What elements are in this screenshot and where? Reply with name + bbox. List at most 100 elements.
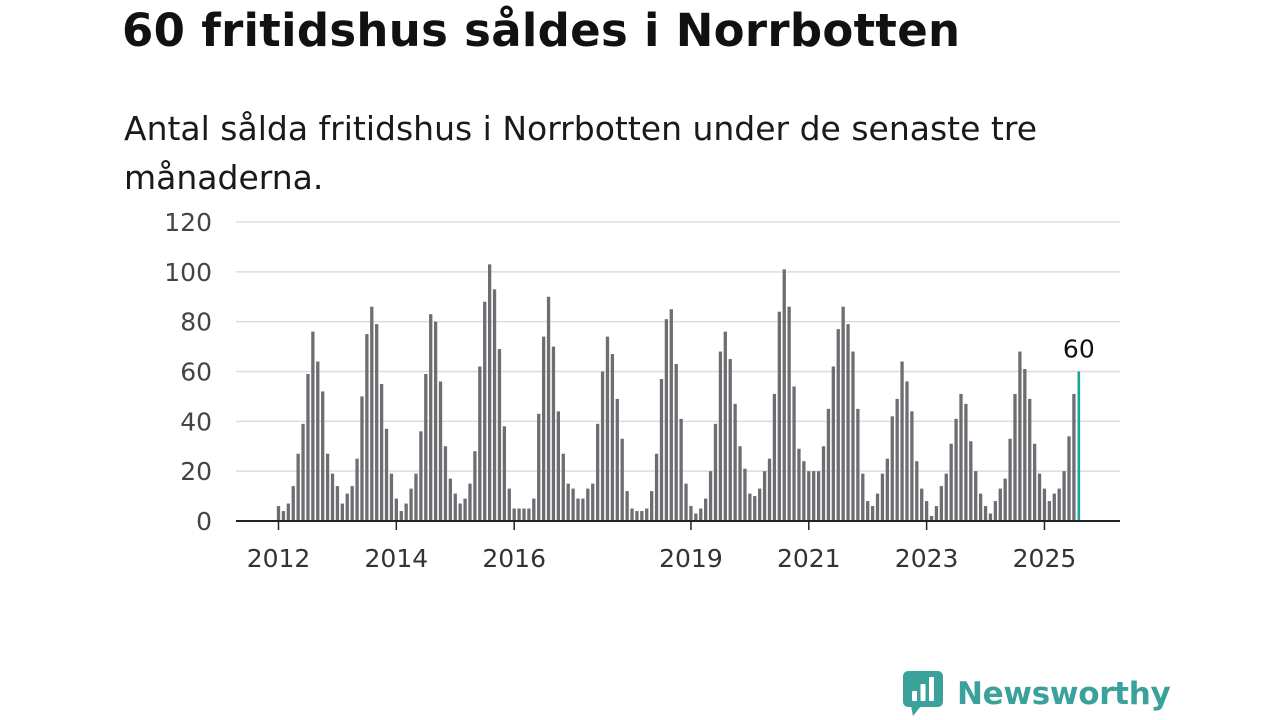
bar bbox=[866, 501, 870, 521]
bar bbox=[541, 336, 546, 521]
bar bbox=[1018, 351, 1022, 521]
y-tick-label: 60 bbox=[180, 358, 212, 387]
bar bbox=[281, 511, 286, 521]
x-tick-label: 2012 bbox=[247, 544, 311, 573]
bar bbox=[384, 428, 389, 521]
bar bbox=[640, 511, 644, 521]
bar bbox=[350, 486, 354, 521]
bar bbox=[296, 453, 300, 521]
bar bbox=[458, 503, 462, 521]
bar bbox=[831, 366, 835, 521]
y-tick-label: 0 bbox=[196, 507, 212, 536]
y-tick-label: 40 bbox=[180, 407, 212, 436]
bar bbox=[1032, 443, 1037, 521]
bar bbox=[438, 381, 443, 521]
newsworthy-logo-text: Newsworthy bbox=[957, 676, 1171, 712]
bar bbox=[409, 488, 413, 521]
bar bbox=[468, 483, 472, 521]
y-tick-label: 20 bbox=[180, 457, 212, 486]
bar bbox=[758, 488, 762, 521]
bar bbox=[654, 453, 659, 521]
bar bbox=[694, 513, 698, 521]
bar bbox=[875, 493, 880, 521]
data-label-latest: 60 bbox=[1063, 335, 1095, 364]
bar bbox=[375, 324, 379, 521]
bar bbox=[915, 461, 919, 521]
bar bbox=[861, 473, 865, 521]
bar bbox=[316, 361, 320, 521]
bar bbox=[890, 416, 894, 521]
bar bbox=[1072, 393, 1076, 521]
bar bbox=[311, 331, 315, 521]
bar bbox=[880, 473, 885, 521]
x-tick-label: 2016 bbox=[482, 544, 546, 573]
bar bbox=[463, 498, 467, 521]
bar bbox=[321, 391, 325, 521]
bar bbox=[988, 513, 993, 521]
bar bbox=[1052, 493, 1056, 521]
bar bbox=[473, 451, 477, 521]
bar bbox=[502, 426, 507, 521]
bar bbox=[537, 413, 541, 521]
bar bbox=[1003, 478, 1007, 521]
bar bbox=[483, 301, 487, 521]
bar bbox=[291, 486, 295, 521]
y-tick-label: 100 bbox=[164, 258, 212, 287]
bar bbox=[713, 423, 718, 521]
x-tick-label: 2019 bbox=[659, 544, 723, 573]
bar bbox=[934, 506, 939, 521]
bar bbox=[841, 306, 845, 521]
bar bbox=[797, 448, 801, 521]
bar bbox=[630, 508, 634, 521]
bar bbox=[522, 508, 526, 521]
bar bbox=[1062, 471, 1066, 521]
bar bbox=[708, 471, 713, 521]
bar bbox=[733, 403, 737, 521]
bar bbox=[782, 269, 786, 521]
bar bbox=[433, 321, 438, 521]
bar bbox=[360, 396, 364, 521]
bar bbox=[910, 411, 914, 521]
bar bbox=[944, 473, 948, 521]
bar bbox=[905, 381, 909, 521]
bar bbox=[610, 354, 615, 521]
bar bbox=[777, 311, 781, 521]
bar bbox=[399, 511, 403, 521]
bar bbox=[306, 373, 310, 521]
bar bbox=[974, 471, 978, 521]
bar bbox=[650, 491, 654, 521]
bar bbox=[335, 486, 340, 521]
bar bbox=[659, 378, 664, 521]
bar bbox=[669, 309, 673, 521]
bar bbox=[664, 319, 669, 521]
bar bbox=[1023, 369, 1027, 521]
bar bbox=[325, 453, 330, 521]
bar bbox=[596, 423, 600, 521]
bar bbox=[576, 498, 580, 521]
bar bbox=[571, 488, 575, 521]
bar bbox=[762, 471, 767, 521]
bar bbox=[959, 393, 963, 521]
x-tick-label: 2023 bbox=[895, 544, 959, 573]
bar bbox=[772, 393, 777, 521]
bar bbox=[429, 314, 433, 521]
bar bbox=[566, 483, 570, 521]
bar bbox=[379, 383, 384, 521]
bar bbox=[983, 506, 988, 521]
bar bbox=[679, 418, 683, 521]
y-tick-label: 80 bbox=[180, 308, 212, 337]
bar bbox=[954, 418, 958, 521]
bar bbox=[939, 486, 943, 521]
bar bbox=[345, 493, 349, 521]
bar bbox=[969, 441, 973, 521]
bar bbox=[645, 508, 649, 521]
bar bbox=[802, 461, 806, 521]
bar bbox=[389, 473, 394, 521]
bar bbox=[625, 491, 629, 521]
bar bbox=[998, 488, 1002, 521]
bar bbox=[527, 508, 531, 521]
bar bbox=[512, 508, 516, 521]
bar bbox=[949, 443, 953, 521]
bar bbox=[365, 334, 369, 521]
bar bbox=[993, 501, 998, 521]
